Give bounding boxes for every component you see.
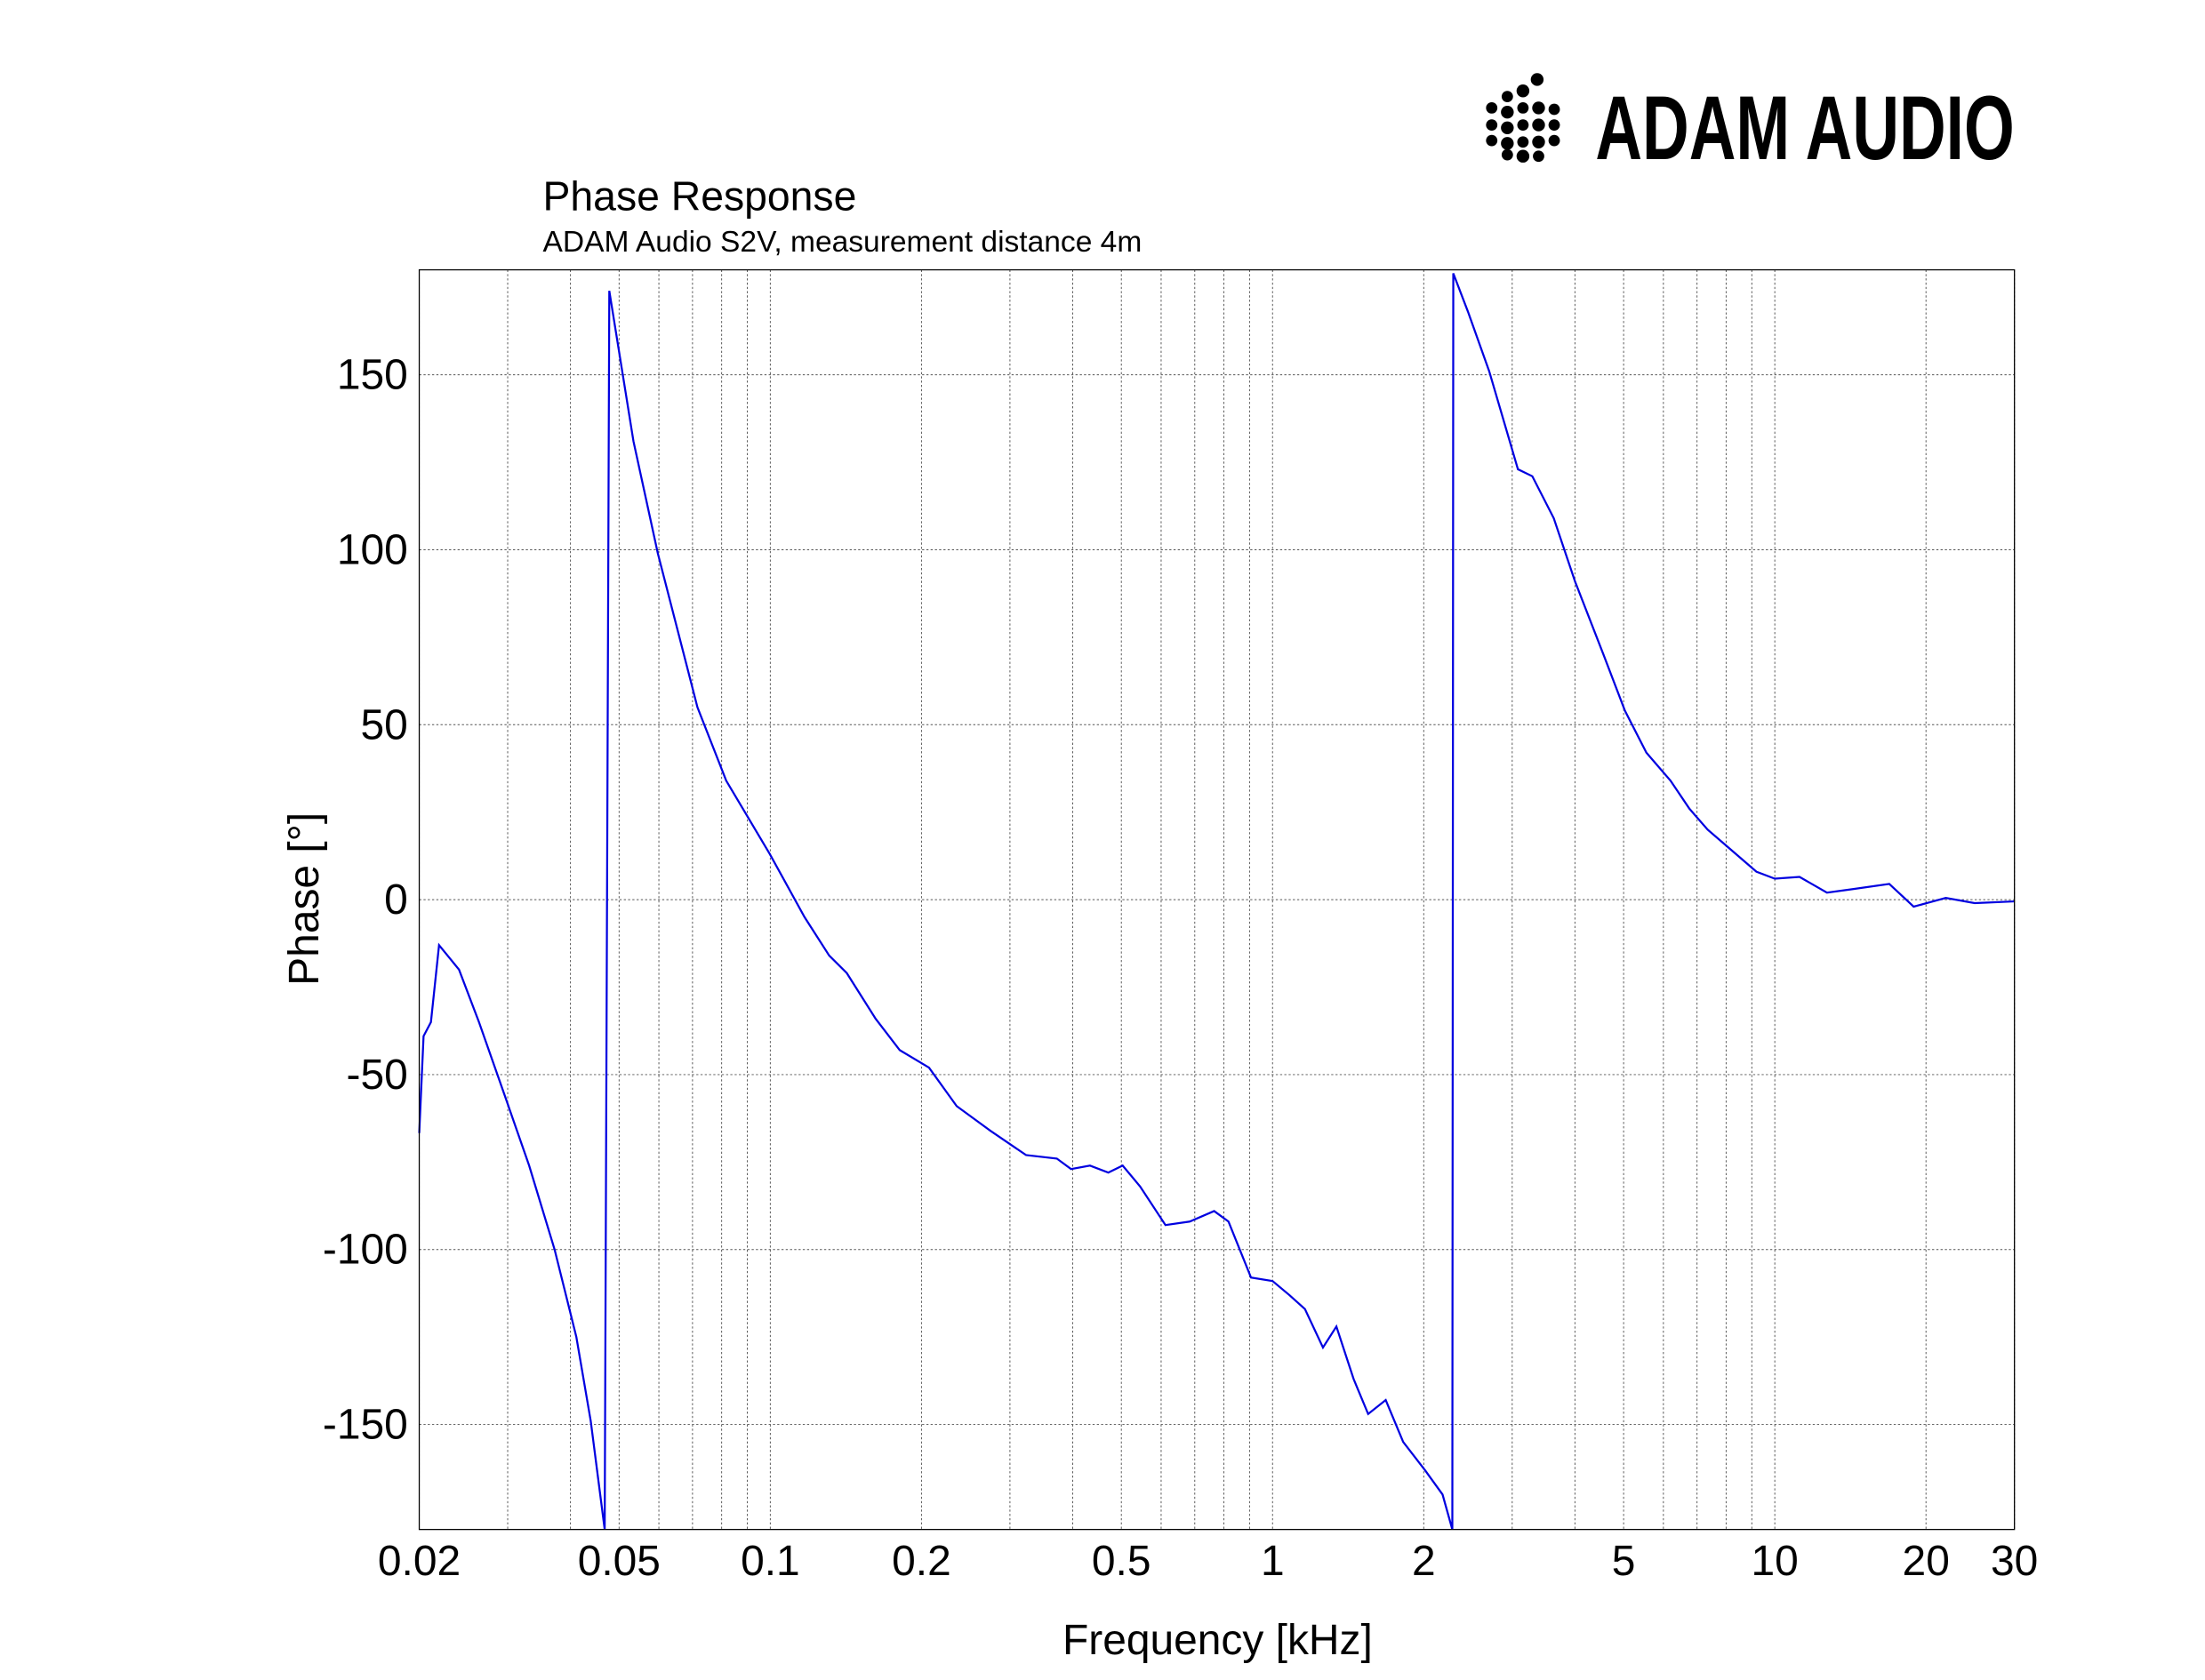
x-tick-label: 5 [1612,1538,1636,1585]
x-axis-label: Frequency [kHz] [1062,1617,1373,1664]
x-tick-label: 1 [1261,1538,1285,1585]
y-tick-label: -50 [347,1052,408,1099]
x-tick-label: 0.2 [892,1538,951,1585]
logo-icon [1486,73,1560,163]
plot-area: -150 -100 -50 0 50 100 150 0.02 0.05 0.1 0.2 0.5 1 2 5… [323,269,2038,1585]
chart-title: Phase Response [543,172,857,219]
phase-line [418,273,2015,1530]
x-tick-label: 10 [1752,1538,1799,1585]
x-tick-label: 0.05 [578,1538,661,1585]
y-tick-label: -150 [323,1402,408,1449]
y-tick-label: 0 [384,876,408,924]
x-tick-label: 30 [1991,1538,2038,1585]
plot-frame [418,268,2016,1531]
y-tick-label: 150 [337,352,408,399]
x-tick-label: 20 [1903,1538,1950,1585]
y-tick-label: 100 [337,526,408,573]
y-tick-label: -100 [323,1227,408,1274]
x-tick-label: 2 [1412,1538,1436,1585]
x-tick-label: 0.5 [1092,1538,1151,1585]
x-tick-label: 0.1 [741,1538,800,1585]
x-tick-label: 0.02 [378,1538,461,1585]
y-tick-label: 50 [360,701,407,748]
chart-subtitle: ADAM Audio S2V, measurement distance 4m [543,226,1143,259]
logo-text: ADAM AUDIO [1595,76,2014,179]
y-axis-label: Phase [°] [281,812,328,986]
